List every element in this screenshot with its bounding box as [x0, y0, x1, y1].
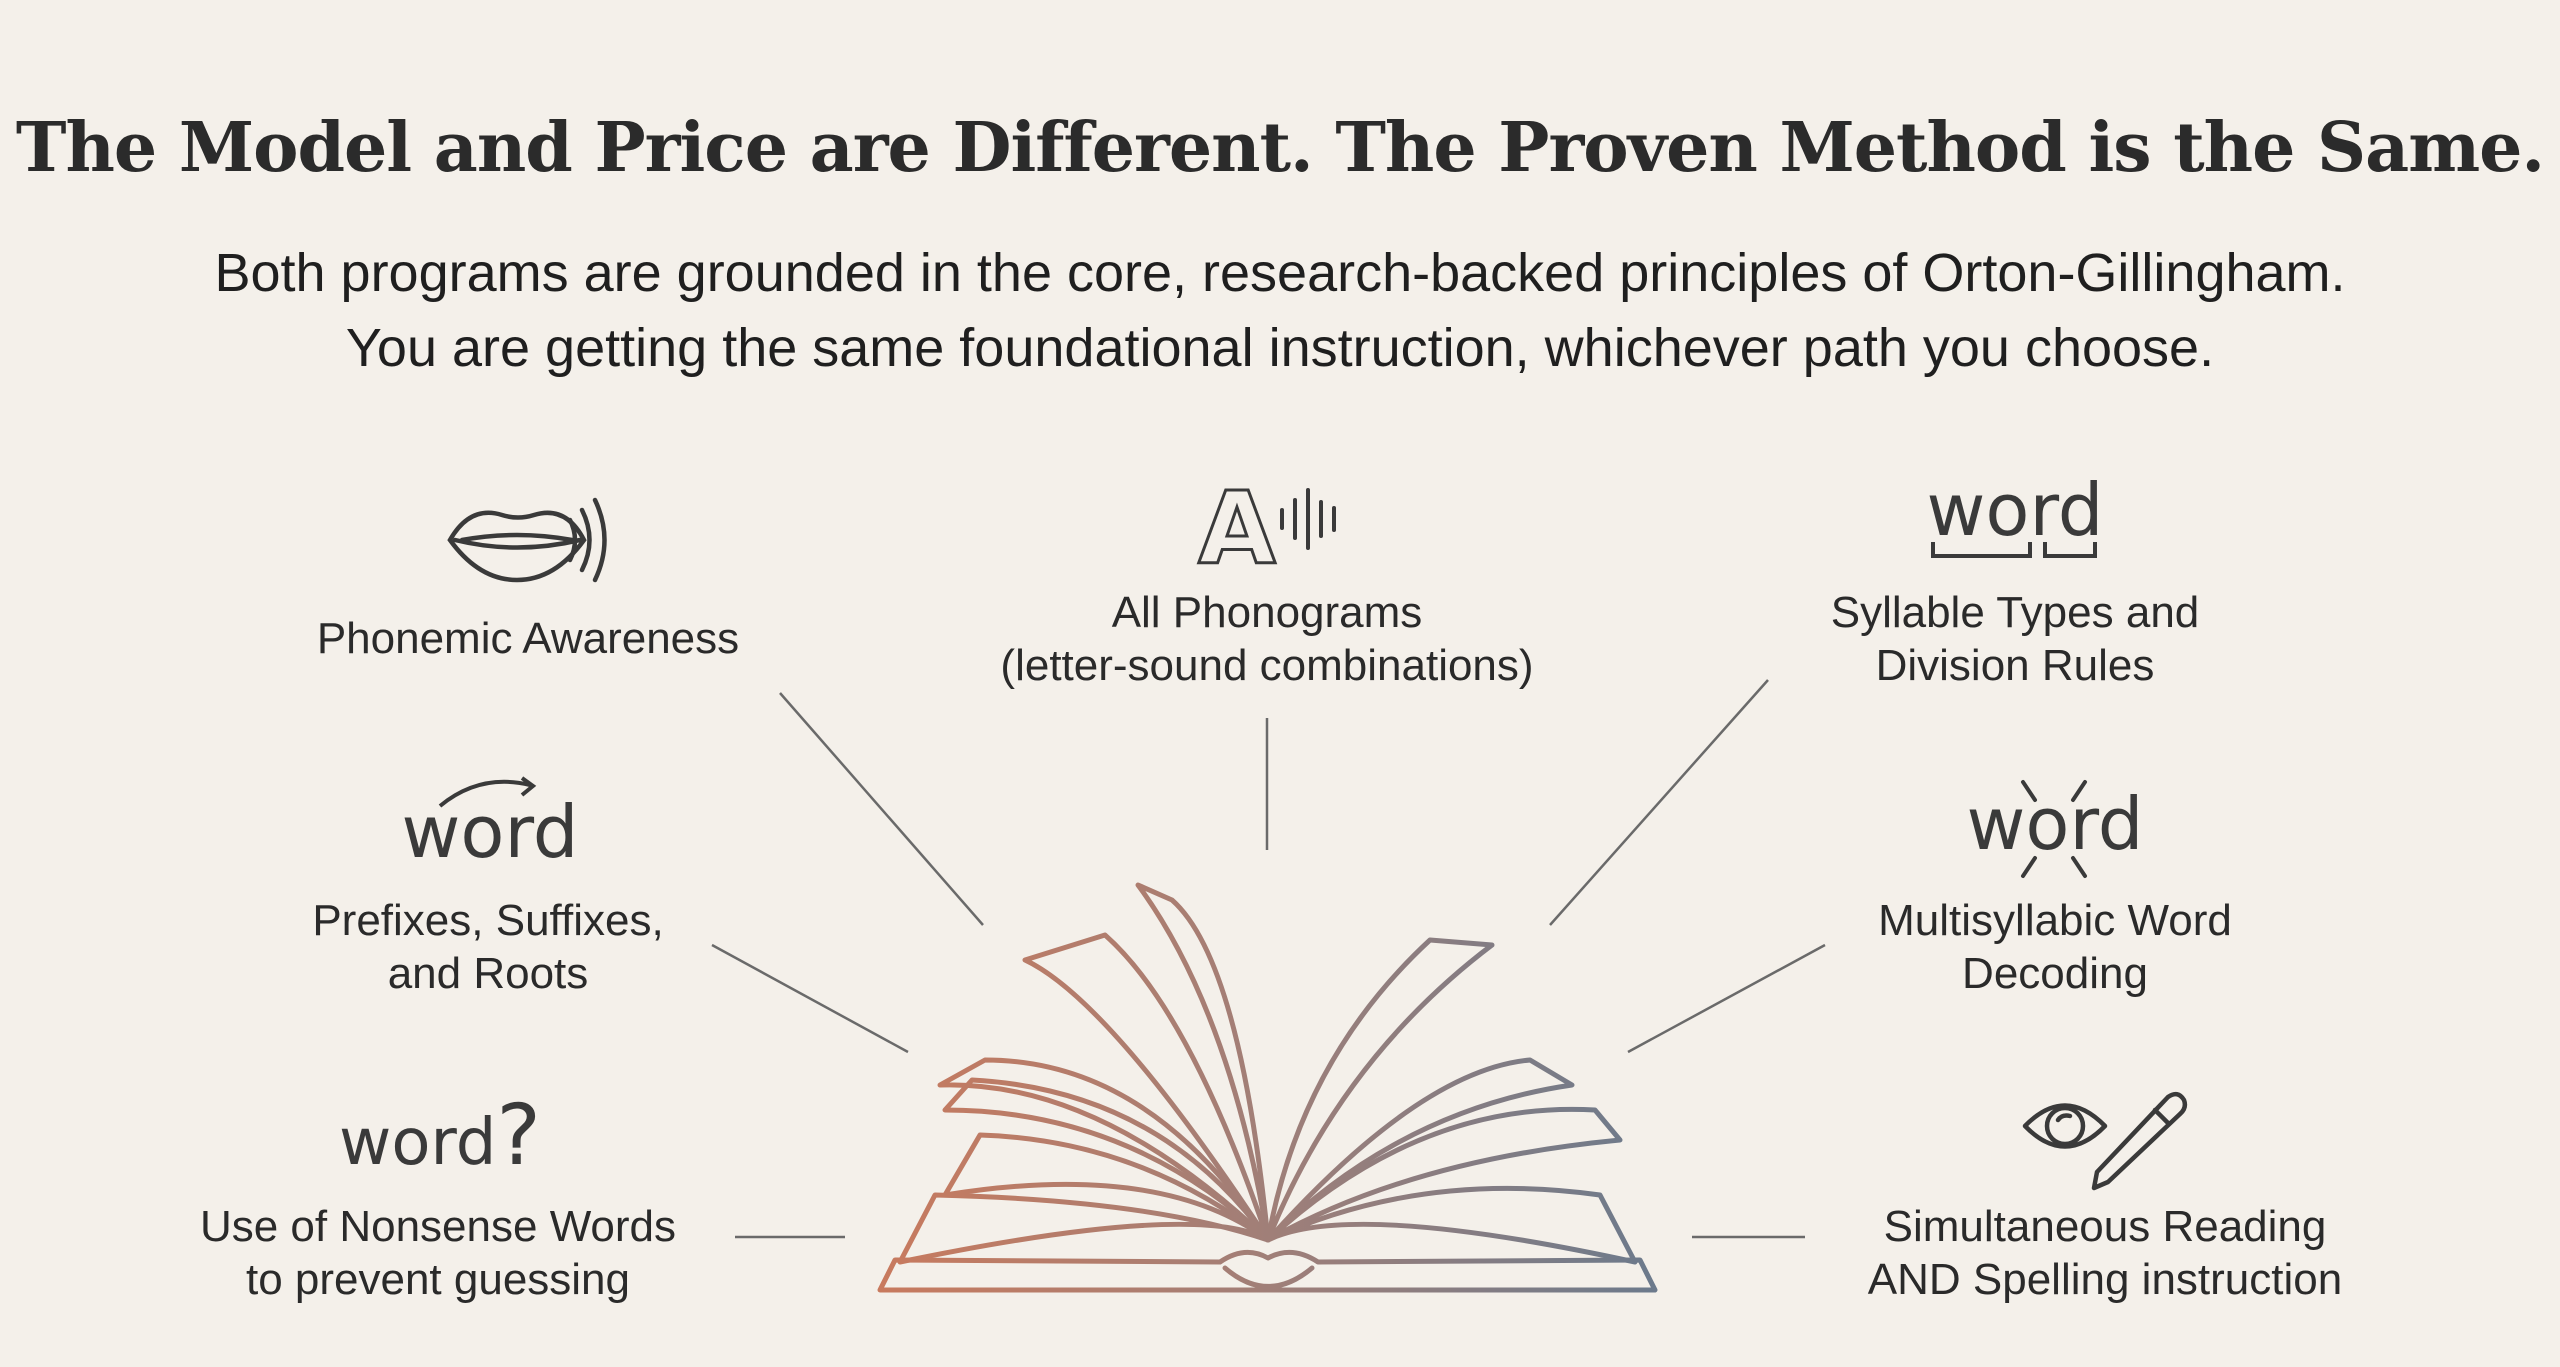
word-syllable-text: word [1926, 468, 2104, 552]
label-multisyllabic-line-1: Multisyllabic Word [1878, 896, 2232, 945]
label-phonemic-line-1: Phonemic Awareness [316, 614, 740, 663]
eye-pencil-icon [2022, 1091, 2188, 1191]
word-question-icon: word? [300, 1093, 580, 1183]
arc-arrow-icon [438, 776, 537, 808]
connector-lines [711, 679, 1826, 1239]
label-phonemic-awareness: Phonemic Awareness [268, 612, 788, 665]
label-simultaneous: Simultaneous Reading AND Spelling instru… [1825, 1200, 2385, 1306]
speaking-mouth-icon [447, 497, 607, 583]
letter-a-glyph: A [1198, 470, 1275, 587]
word-syllable-icon: word [1915, 470, 2115, 550]
subtitle-line-1: Both programs are grounded in the core, … [214, 243, 2346, 303]
word-split-text: word [1966, 782, 2144, 866]
connector-morphology [711, 943, 909, 1054]
label-phonograms-line-1: All Phonograms [1111, 588, 1423, 637]
label-syllables-line-2: Division Rules [1875, 641, 2155, 690]
word-question-text: word [339, 1106, 497, 1180]
label-simultaneous-line-2: AND Spelling instruction [1867, 1255, 2343, 1304]
syllable-division-marks [1931, 542, 2097, 558]
label-morphology-line-1: Prefixes, Suffixes, [312, 896, 664, 945]
word-arc-icon: word [390, 792, 590, 872]
word-split-icon: word [1955, 784, 2155, 864]
split-marks-icon [2021, 780, 2087, 878]
label-prefixes-suffixes: Prefixes, Suffixes, and Roots [228, 894, 748, 1000]
connector-phonemic [779, 692, 984, 926]
label-nonsense-line-2: to prevent guessing [245, 1255, 631, 1304]
question-mark-icon: ? [496, 1086, 541, 1184]
label-syllable-types: Syllable Types and Division Rules [1770, 586, 2260, 692]
label-nonsense-line-1: Use of Nonsense Words [199, 1202, 677, 1251]
label-syllables-line-1: Syllable Types and [1830, 588, 2200, 637]
open-book-icon [877, 882, 1658, 1293]
connector-multisyllabic [1627, 943, 1826, 1054]
label-morphology-line-2: and Roots [387, 949, 589, 998]
letter-a-sound-icon: A [1197, 469, 1336, 589]
page-title: The Model and Price are Different. The P… [15, 108, 2545, 188]
label-multisyllabic: Multisyllabic Word Decoding [1795, 894, 2315, 1000]
label-phonograms: All Phonograms (letter-sound combination… [942, 586, 1592, 692]
label-phonograms-line-2: (letter-sound combinations) [1000, 641, 1534, 690]
subtitle-line-2: You are getting the same foundational in… [345, 318, 2215, 378]
label-multisyllabic-line-2: Decoding [1962, 949, 2148, 998]
word-arc-text: word [401, 790, 579, 874]
subtitle: Both programs are grounded in the core, … [0, 236, 2560, 386]
label-nonsense-words: Use of Nonsense Words to prevent guessin… [158, 1200, 718, 1306]
label-simultaneous-line-1: Simultaneous Reading [1883, 1202, 2327, 1251]
connector-syllables [1549, 679, 1769, 926]
